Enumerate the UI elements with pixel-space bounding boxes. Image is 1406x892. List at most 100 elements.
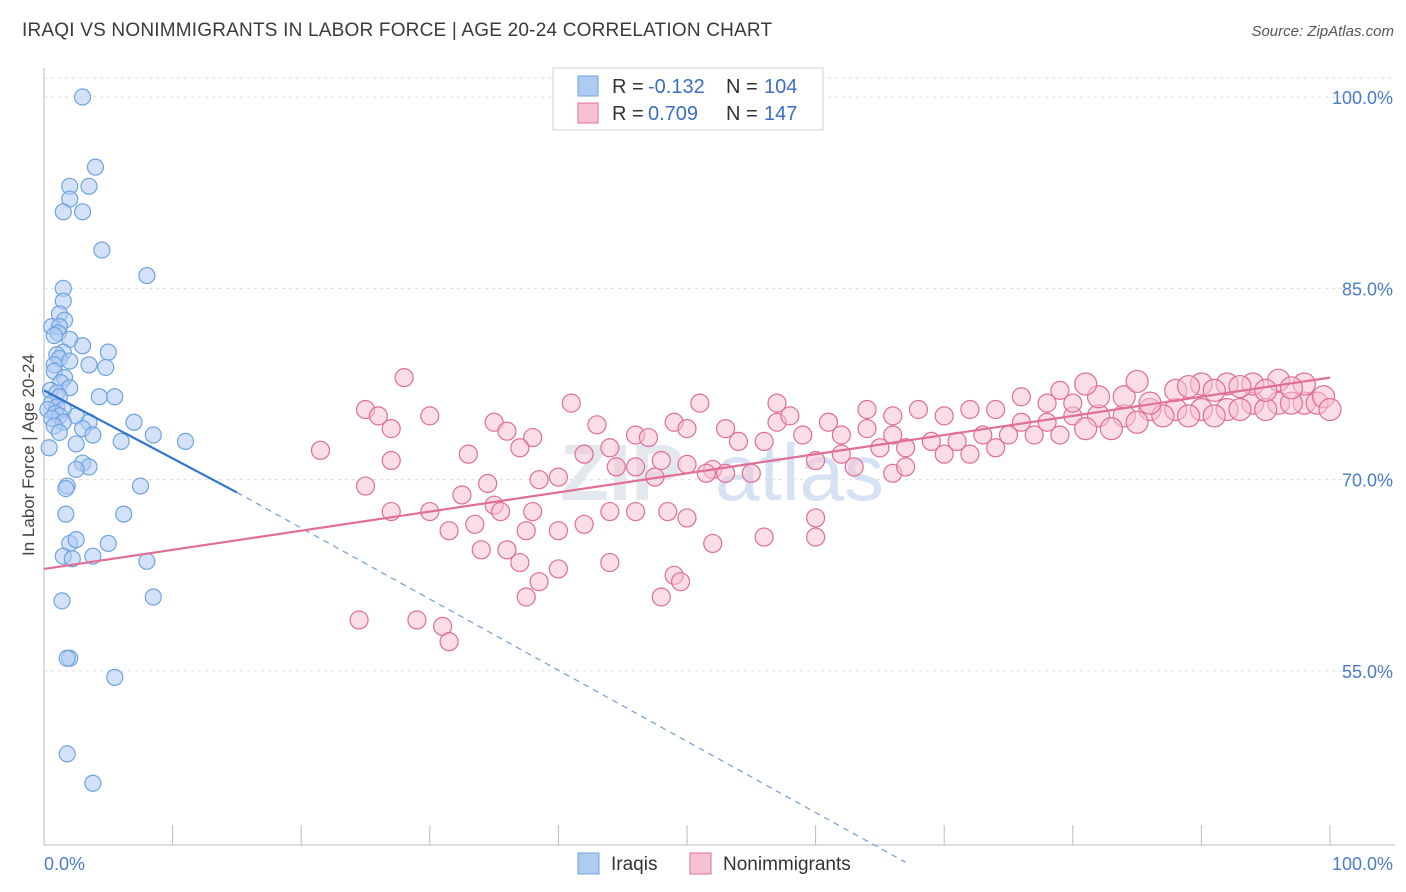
nonimmigrant-point-27 [478, 473, 498, 494]
nonimmigrant-point-84 [1037, 412, 1057, 432]
nonimmigrant-point-42 [658, 501, 678, 522]
nonimmigrant-point-130 [1050, 380, 1070, 400]
y-tick-label-2: 70.0% [1342, 471, 1393, 491]
nonimmigrant-point-38 [625, 501, 646, 522]
nonimmigrant-point-121 [1202, 378, 1226, 402]
y-tick-label-1: 85.0% [1342, 279, 1393, 299]
iraqi-point-55 [40, 439, 58, 457]
nonimmigrant-point-48 [471, 540, 491, 560]
grid [44, 77, 1395, 672]
nonimmigrant-point-54 [510, 552, 530, 573]
nonimmigrant-point-63 [754, 527, 774, 547]
nonimmigrant-point-122 [1254, 378, 1278, 402]
nonimmigrant-point-108 [960, 399, 980, 420]
nonimmigrant-point-135 [780, 406, 800, 426]
iraqi-point-77 [84, 774, 102, 792]
iraqi-point-71 [53, 592, 71, 610]
nonimmigrant-point-41 [600, 501, 620, 522]
nonimmigrant-point-68 [857, 419, 877, 439]
nonimmigrant-point-32 [452, 485, 472, 505]
nonimmigrant-point-99 [1125, 410, 1149, 434]
nonimmigrant-point-36 [490, 501, 511, 522]
series-iraqis [39, 88, 195, 792]
nonimmigrant-point-142 [677, 419, 697, 439]
nonimmigrant-point-102 [1202, 404, 1226, 428]
nonimmigrant-point-137 [690, 393, 710, 413]
nonimmigrant-point-66 [793, 425, 813, 445]
nonimmigrant-point-30 [696, 463, 716, 483]
nonimmigrant-point-40 [805, 508, 826, 528]
iraqi-point-23 [61, 352, 79, 370]
x-tick-label-1: 100.0% [1332, 854, 1393, 874]
series-nonimmigrants [310, 368, 1342, 652]
legend-swatch-iraqis [577, 75, 599, 97]
nonimmigrant-point-24 [548, 467, 569, 487]
iraqi-point-8 [138, 266, 156, 285]
nonimmigrant-point-28 [529, 470, 549, 490]
nonimmigrant-point-125 [1318, 397, 1342, 422]
nonimmigrant-point-20 [651, 450, 671, 471]
nonimmigrant-point-67 [831, 425, 851, 445]
nonimmigrant-point-132 [908, 399, 929, 420]
nonimmigrant-point-39 [677, 508, 697, 528]
nonimmigrant-point-13 [638, 427, 659, 448]
iraqi-point-26 [97, 358, 115, 377]
nonimmigrant-point-107 [934, 406, 954, 426]
iraqi-point-75 [106, 668, 124, 686]
iraqi-point-7 [93, 241, 111, 259]
iraqi-point-6 [73, 203, 92, 221]
bottom-legend-swatch-nonimmigrants [689, 852, 712, 875]
trend-line-iraqis [43, 389, 238, 494]
iraqi-point-53 [67, 435, 85, 453]
iraqi-point-72 [144, 588, 162, 606]
iraqi-point-19 [99, 343, 117, 361]
nonimmigrant-point-69 [883, 425, 903, 445]
iraqi-point-0 [73, 88, 92, 106]
nonimmigrant-point-19 [625, 457, 646, 477]
legend-n-value-1: 104 [764, 76, 797, 98]
nonimmigrant-point-77 [934, 444, 954, 464]
iraqi-point-58 [67, 460, 85, 479]
nonimmigrant-point-103 [1228, 397, 1252, 422]
nonimmigrant-point-1 [561, 393, 581, 413]
nonimmigrant-point-119 [1063, 393, 1083, 413]
nonimmigrant-point-7 [497, 421, 517, 441]
nonimmigrant-point-126 [1228, 374, 1252, 399]
iraqi-point-35 [106, 388, 124, 406]
legend-r-label-1: R = [612, 76, 644, 98]
tick-labels: 100.0% 85.0% 70.0% 55.0% 0.0% 100.0% [44, 88, 1393, 874]
nonimmigrant-point-110 [1037, 393, 1057, 413]
iraqi-point-49 [50, 423, 69, 442]
nonimmigrant-point-78 [960, 444, 980, 464]
iraqi-point-3 [80, 177, 98, 195]
nonimmigrant-point-61 [670, 572, 691, 592]
legend-n-value-2: 147 [764, 103, 797, 125]
bottom-legend-swatch-iraqis [577, 852, 600, 875]
bottom-legend-iraqis: Iraqis [611, 854, 657, 875]
y-tick-label-3: 55.0% [1342, 662, 1393, 682]
nonimmigrant-point-128 [1125, 369, 1149, 394]
nonimmigrant-point-31 [741, 463, 761, 483]
nonimmigrant-point-62 [703, 533, 723, 554]
nonimmigrant-point-141 [715, 419, 736, 439]
nonimmigrant-point-58 [439, 632, 459, 652]
iraqi-point-51 [144, 426, 162, 444]
nonimmigrant-point-55 [349, 610, 369, 630]
nonimmigrant-point-81 [844, 457, 864, 477]
nonimmigrant-point-0 [394, 368, 414, 388]
nonimmigrant-point-138 [896, 457, 916, 477]
nonimmigrant-point-76 [870, 438, 890, 458]
nonimmigrant-point-60 [651, 587, 671, 607]
iraqi-point-5 [54, 203, 72, 221]
nonimmigrant-point-139 [754, 431, 774, 451]
nonimmigrant-point-50 [548, 559, 569, 579]
iraqi-point-70 [138, 552, 156, 570]
nonimmigrant-point-25 [606, 457, 626, 477]
nonimmigrant-point-9 [587, 415, 607, 435]
nonimmigrant-point-46 [516, 521, 536, 541]
legend-swatch-nonimmigrants [577, 102, 599, 124]
legend-bottom: Iraqis Nonimmigrants [577, 852, 851, 875]
nonimmigrant-point-5 [381, 419, 401, 439]
legend-r-label-2: R = [612, 103, 644, 125]
nonimmigrant-point-43 [548, 521, 569, 541]
